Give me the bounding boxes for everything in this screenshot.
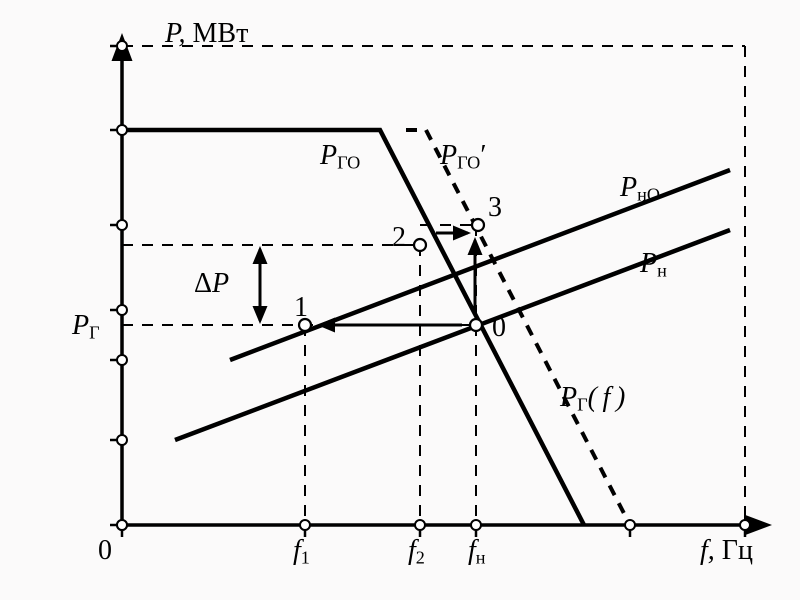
p-n0-label: PнО xyxy=(620,172,660,206)
p-g-of-f-label: PГ( f ) xyxy=(560,382,625,416)
diagram-container: P, МВт f, Гц 0 PГ ΔP PГО PГО′ PнО Pн PГ( f ) f1 f2 f… xyxy=(0,0,800,600)
point-0-label: 0 xyxy=(492,312,506,344)
diagram-svg xyxy=(0,0,800,600)
origin-label: 0 xyxy=(98,535,112,567)
delta-p-label: ΔP xyxy=(194,268,229,300)
y-axis-label: P, МВт xyxy=(165,18,248,50)
point-3-label: 3 xyxy=(488,192,502,224)
p-gamma-label: PГ xyxy=(72,310,100,344)
p-n-label: Pн xyxy=(640,248,667,282)
point-2-label: 2 xyxy=(392,222,406,254)
p-go-label: PГО xyxy=(320,140,360,174)
p-go-prime-label: PГО′ xyxy=(440,140,486,174)
f2-label: f2 xyxy=(408,535,425,569)
x-axis-label: f, Гц xyxy=(700,535,753,567)
f1-label: f1 xyxy=(293,535,310,569)
fn-label: fн xyxy=(468,535,486,569)
point-1-label: 1 xyxy=(294,292,308,324)
